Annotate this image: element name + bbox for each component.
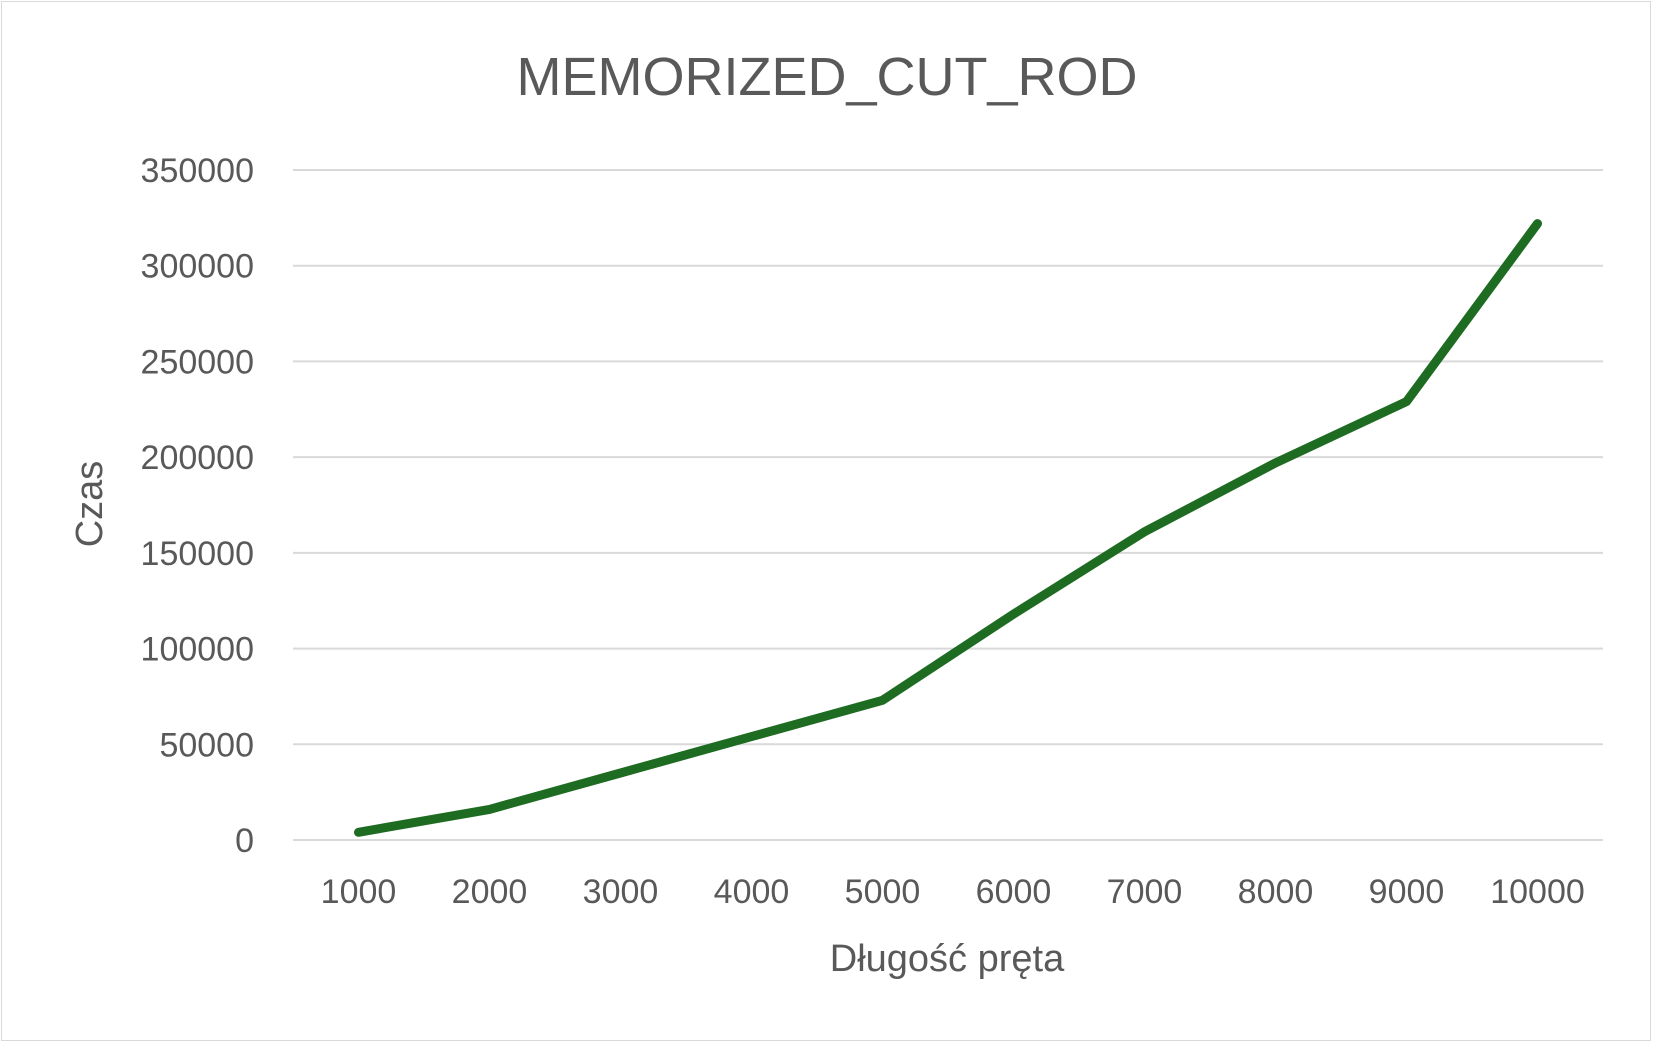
x-tick-label: 10000 — [1490, 873, 1585, 911]
y-tick-label: 50000 — [159, 726, 254, 764]
x-tick-label: 1000 — [321, 873, 397, 911]
x-axis-tick-labels: 1000 2000 3000 4000 5000 6000 7000 8000 9000 1000… — [321, 873, 1585, 911]
x-tick-label: 9000 — [1369, 873, 1445, 911]
x-tick-label: 7000 — [1107, 873, 1183, 911]
data-point-4000 — [751, 736, 752, 738]
x-tick-label: 6000 — [976, 873, 1052, 911]
y-tick-label: 0 — [235, 822, 254, 860]
y-tick-label: 300000 — [141, 248, 254, 286]
x-tick-label: 8000 — [1238, 873, 1314, 911]
series-layer — [354, 219, 1542, 837]
x-tick-label: 3000 — [583, 873, 659, 911]
x-tick-label: 2000 — [452, 873, 528, 911]
y-tick-label: 350000 — [141, 152, 254, 190]
y-axis-tick-labels: 0 50000 100000 150000 200000 250000 300000 3500… — [141, 152, 254, 860]
data-point-7000 — [1144, 531, 1145, 533]
x-axis-title: Długość pręta — [830, 938, 1065, 980]
series-line-0 — [354, 219, 1542, 837]
gridlines — [293, 169, 1603, 841]
y-tick-label: 200000 — [141, 439, 254, 477]
data-point-2000 — [489, 808, 490, 810]
y-axis-title: Czas — [69, 461, 111, 548]
y-tick-label: 250000 — [141, 343, 254, 381]
data-point-1000 — [358, 831, 359, 833]
data-point-8000 — [1275, 462, 1276, 464]
data-point-10000 — [1537, 223, 1538, 225]
x-tick-label: 5000 — [845, 873, 921, 911]
x-tick-label: 4000 — [714, 873, 790, 911]
y-tick-label: 150000 — [141, 535, 254, 573]
data-point-5000 — [882, 699, 883, 701]
data-point-3000 — [620, 772, 621, 774]
y-tick-label: 100000 — [141, 631, 254, 669]
data-point-9000 — [1406, 401, 1407, 403]
data-point-6000 — [1013, 613, 1014, 615]
chart-title: MEMORIZED_CUT_ROD — [516, 47, 1137, 107]
